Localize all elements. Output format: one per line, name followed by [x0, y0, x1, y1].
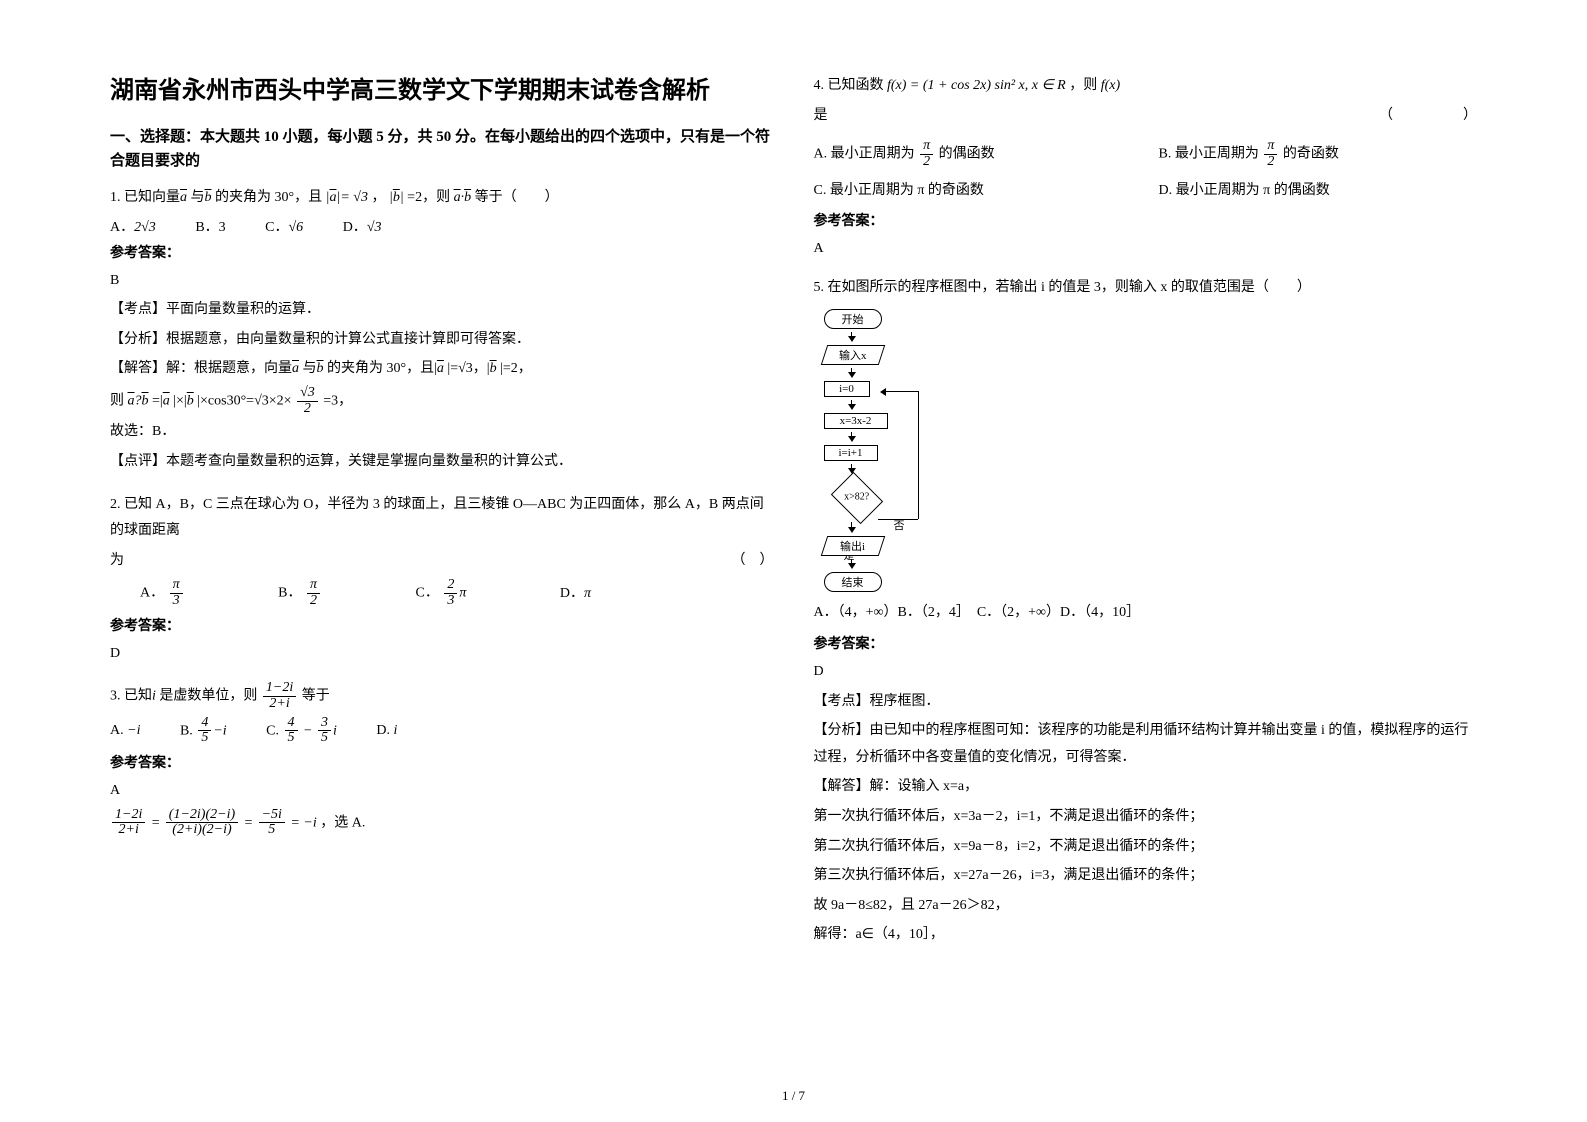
answer-label: 参考答案：	[110, 242, 774, 262]
arrow-down-icon	[848, 336, 856, 342]
fc-hline2	[884, 391, 918, 392]
text: 等于（ ）	[475, 190, 559, 205]
q2-stem: 2. 已知 A，B，C 三点在球心为 O，半径为 3 的球面上，且三棱锥 O—A…	[110, 492, 774, 545]
arrow-down-icon	[848, 527, 856, 533]
opt-c: C．√6	[265, 216, 303, 236]
text: 与	[191, 190, 205, 205]
q5-stem: 5. 在如图所示的程序框图中，若输出 i 的值是 3，则输入 x 的取值范围是（…	[814, 275, 1478, 302]
arrow-down-icon	[848, 372, 856, 378]
page-footer: 1 / 7	[0, 1088, 1587, 1104]
q5-answer: D	[814, 659, 1478, 686]
spacer	[110, 479, 774, 489]
left-column: 湖南省永州市西头中学高三数学文下学期期末试卷含解析 一、选择题：本大题共 10 …	[90, 70, 794, 1092]
q3-answer: A	[110, 778, 774, 805]
answer-label: 参考答案：	[110, 615, 774, 635]
q1-stem: 1. 已知向量a 与b 的夹角为 30°，且 |a|= √3 ， |b| =2，…	[110, 185, 774, 212]
arrow-down-icon	[848, 436, 856, 442]
fc-start: 开始	[824, 309, 882, 329]
fc-end: 结束	[824, 572, 882, 592]
opt-c: C. 45 − 35i	[266, 716, 337, 746]
opt-a: A. −i	[110, 723, 140, 739]
opt-d: D. i	[376, 723, 397, 739]
flowchart: 开始 输入x i=0 x=3x-2 i=i+1 x>82? 否 是 输出i 结束	[824, 309, 964, 592]
frac: √32	[297, 386, 318, 416]
q5-jd5: 故 9a－8≤82，且 27a－26＞82，	[814, 893, 1478, 920]
vec-b: b	[205, 190, 212, 205]
q2-options: A． π3 B． π2 C． 23π D．π	[140, 578, 774, 608]
opt-b: B. 最小正周期为 π2 的奇函数	[1159, 139, 1339, 169]
answer-label: 参考答案：	[110, 752, 774, 772]
spacer	[110, 670, 774, 678]
q5-kd: 【考点】程序框图．	[814, 689, 1478, 716]
q5-jd1: 【解答】解：设输入 x=a，	[814, 774, 1478, 801]
right-column: 4. 已知函数 f(x) = (1 + cos 2x) sin² x, x ∈ …	[794, 70, 1498, 1092]
vec-a: a	[180, 190, 187, 205]
fc-input: 输入x	[820, 345, 884, 365]
opt-a: A．2√3	[110, 216, 156, 236]
arrow-down-icon	[848, 404, 856, 410]
q3-sol: 1−2i2+i = (1−2i)(2−i)(2+i)(2−i) = −5i5 =…	[110, 808, 774, 838]
section-heading: 一、选择题：本大题共 10 小题，每小题 5 分，共 50 分。在每小题给出的四…	[110, 125, 774, 173]
opt-c: C. 最小正周期为 π 的奇函数	[814, 178, 1159, 205]
fc-out: 输出i	[820, 536, 884, 556]
fc-cond: x>82?	[830, 472, 882, 524]
q3-stem: 3. 已知i 是虚数单位，则 1−2i2+i 等于	[110, 681, 774, 711]
q1-answer: B	[110, 268, 774, 295]
page: 湖南省永州市西头中学高三数学文下学期期末试卷含解析 一、选择题：本大题共 10 …	[0, 0, 1587, 1122]
q5-jd3: 第二次执行循环体后，x=9a－8，i=2，不满足退出循环的条件；	[814, 834, 1478, 861]
spacer	[814, 266, 1478, 272]
text: ，	[371, 190, 385, 205]
text: 的夹角为 30°，且	[215, 190, 322, 205]
fc-step2: i=i+1	[824, 445, 878, 461]
dot: a·b	[454, 190, 472, 205]
opt-b: B．3	[195, 216, 225, 236]
opt-d: D. 最小正周期为 π 的偶函数	[1159, 178, 1330, 205]
fc-init: i=0	[824, 381, 870, 397]
fc-vline-back	[918, 391, 919, 519]
q5-opts: A．（4，+∞）B．（2，4］ C．（2，+∞）D．（4，10］	[814, 600, 1478, 627]
q1-kd: 【考点】平面向量数量积的运算．	[110, 297, 774, 324]
opt-b: B. 45−i	[180, 716, 227, 746]
q4-answer: A	[814, 236, 1478, 263]
opt-a: A. 最小正周期为 π2 的偶函数	[814, 139, 1159, 169]
q4-row1: A. 最小正周期为 π2 的偶函数 B. 最小正周期为 π2 的奇函数	[814, 139, 1478, 169]
fc-step1: x=3x-2	[824, 413, 888, 429]
arrow-down-icon	[848, 563, 856, 569]
q4-is: 是 （ ）	[814, 103, 1478, 130]
q1-calc: 则 a?b =|a |×|b |×cos30°=√3×2× √32 =3，	[110, 386, 774, 416]
opt-c: C． 23π	[416, 578, 467, 608]
q1-dp: 【点评】本题考查向量数量积的运算，关键是掌握向量数量积的计算公式．	[110, 449, 774, 476]
q2-stem2: 为 （ ）	[110, 548, 774, 575]
text: 1. 已知向量	[110, 190, 180, 205]
q4-row2: C. 最小正周期为 π 的奇函数 D. 最小正周期为 π 的偶函数	[814, 178, 1478, 205]
q1-jd: 【解答】解：根据题意，向量a 与b 的夹角为 30°，且|a |=√3，|b |…	[110, 356, 774, 383]
q2-answer: D	[110, 641, 774, 668]
fc-hline	[878, 519, 918, 520]
opt-b: B． π2	[278, 578, 322, 608]
q1-so: 故选：B．	[110, 419, 774, 446]
q4-stem: 4. 已知函数 f(x) = (1 + cos 2x) sin² x, x ∈ …	[814, 73, 1478, 100]
q1-fx: 【分析】根据题意，由向量数量积的计算公式直接计算即可得答案．	[110, 327, 774, 354]
opt-d: D．π	[560, 582, 591, 602]
q5-jd4: 第三次执行循环体后，x=27a－26，i=3，满足退出循环的条件；	[814, 863, 1478, 890]
q1-options: A．2√3 B．3 C．√6 D．√3	[110, 216, 774, 236]
q5-fx: 【分析】由已知中的程序框图可知：该程序的功能是利用循环结构计算并输出变量 i 的…	[814, 718, 1478, 771]
q5-jd2: 第一次执行循环体后，x=3a－2，i=1，不满足退出循环的条件；	[814, 804, 1478, 831]
arrow-left-icon	[880, 388, 886, 396]
answer-label: 参考答案：	[814, 633, 1478, 653]
q3-options: A. −i B. 45−i C. 45 − 35i D. i	[110, 716, 774, 746]
doc-title: 湖南省永州市西头中学高三数学文下学期期末试卷含解析	[110, 70, 774, 105]
abs-b: |b|	[389, 190, 404, 205]
abs-a: |a|= √3	[326, 190, 368, 205]
answer-label: 参考答案：	[814, 210, 1478, 230]
opt-a: A． π3	[140, 578, 185, 608]
opt-d: D．√3	[343, 216, 382, 236]
text: =2，则	[407, 190, 450, 205]
q5-jd6: 解得：a∈（4，10］，	[814, 922, 1478, 949]
